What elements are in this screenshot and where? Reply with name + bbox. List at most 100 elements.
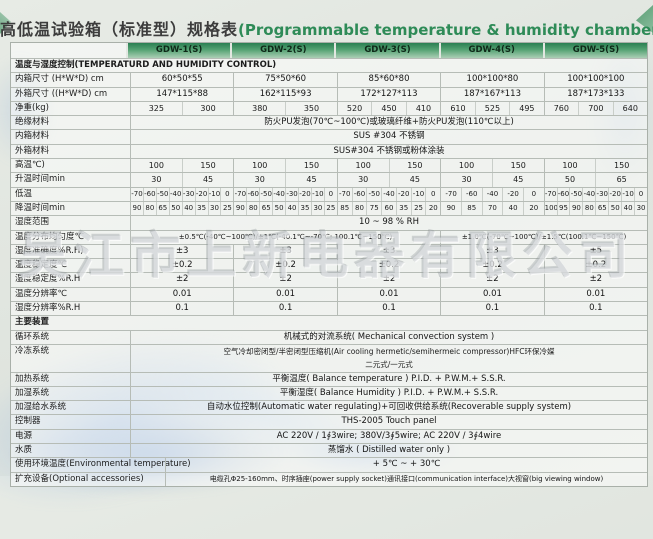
- table-row: 湿度范围 10 ~ 98 % RH: [11, 215, 647, 230]
- sub-cell-value: 700: [578, 101, 612, 116]
- sub-cell-value: 65: [595, 173, 647, 187]
- cell-value: 85*60*80: [336, 73, 440, 87]
- row-label: 绝缘材料: [15, 117, 50, 128]
- cell-group: -70 -60 -50 -40 -30 -20 -10 0: [233, 187, 336, 201]
- table-row: 控制器 THS-2005 Touch panel: [11, 414, 647, 429]
- row-label: 加热系统: [15, 373, 50, 384]
- column-header: GDW-5(S): [542, 43, 648, 58]
- sub-cell-value: 0: [220, 187, 233, 201]
- row-label: 加湿给水系统: [15, 402, 67, 413]
- sub-cell-value: 90: [569, 201, 582, 216]
- sub-cell-value: 325: [148, 103, 164, 113]
- sub-cell-value: 85: [460, 201, 482, 216]
- sub-cell-value: 45: [491, 173, 544, 187]
- sub-cell-value: -30: [181, 187, 195, 201]
- sub-cell-value: 75: [366, 201, 381, 216]
- cell-value: ±3: [233, 244, 336, 259]
- sub-cell-value: -30: [595, 187, 608, 201]
- cell-group: -70 -60 -50 -40 -30 -20 -10 0: [543, 187, 647, 201]
- sub-cell-value: 35: [298, 201, 311, 216]
- sub-cell-value: 30: [254, 175, 265, 185]
- sub-cell-value: 150: [491, 159, 544, 173]
- table-row: 内箱尺寸 (H*W*D) cm 60*50*55 75*50*60 85*60*80 1…: [11, 72, 647, 87]
- sub-cell-value: -50: [155, 187, 169, 201]
- sub-cell-value: -70: [445, 189, 457, 198]
- sub-cell-value: 25: [220, 201, 233, 216]
- sub-cell-value: 640: [612, 101, 647, 116]
- sub-cell-value: 65: [259, 201, 272, 216]
- sub-cell-value: 80: [582, 201, 595, 216]
- sub-cell-value: -70: [338, 189, 351, 198]
- sub-cell-value: -70: [131, 189, 143, 198]
- sub-cell-value: -60: [556, 187, 570, 201]
- cell-group: 30 45: [440, 173, 544, 187]
- sub-cell-value: -60: [142, 187, 156, 201]
- column-header: GDW-2(S): [230, 43, 335, 58]
- table-row: 水质 蒸馏水 ( Distilled water only ): [11, 443, 647, 458]
- sub-cell-value: -10: [207, 187, 221, 201]
- sub-cell-value: 0: [522, 187, 544, 201]
- sub-cell-value: 30: [461, 175, 472, 185]
- sub-cell-value: -50: [569, 187, 582, 201]
- row-value: THS-2005 Touch panel: [130, 415, 647, 429]
- sub-cell-value: -60: [460, 187, 482, 201]
- sub-cell-value: 150: [181, 159, 234, 173]
- row-value: 自动水位控制(Automatic water regulating)+可回收供给…: [130, 401, 647, 415]
- sub-cell-value: 100: [544, 203, 557, 212]
- row-label: 外箱尺寸 ((H*W*D) cm: [15, 88, 108, 99]
- cell-group: 100 150: [543, 159, 647, 173]
- sub-cell-value: -20: [194, 187, 208, 201]
- sub-cell-value: 30: [151, 175, 162, 185]
- sub-cell-value: 90: [132, 203, 142, 212]
- row-label: 温度分布均匀度℃: [15, 231, 85, 242]
- sub-cell-value: 30: [207, 201, 221, 216]
- table-row: 温度分布均匀度℃ ±0.5℃(-40℃~100℃)/±1℃(-40.1℃~-70℃…: [11, 229, 647, 244]
- table-row: 温度稳定度℃ ±0.2 ±0.2 ±0.2 ±0.2 ±0.2: [11, 258, 647, 273]
- row-label: 内箱尺寸 (H*W*D) cm: [15, 74, 104, 85]
- sub-cell-value: -50: [366, 187, 381, 201]
- table-row: 加湿系统 平衡湿度( Balance Humidity ) P.I.D. + P.…: [11, 385, 647, 401]
- cell-group: 100 150: [233, 159, 337, 173]
- sub-cell-value: -40: [481, 187, 503, 201]
- table-row: 湿度稳定度%R.H ±2 ±2 ±2 ±2 ±2: [11, 272, 647, 287]
- sub-cell-value: 70: [481, 201, 503, 216]
- table-header-row: GDW-1(S) GDW-2(S) GDW-3(S) GDW-4(S) GDW-5(S): [11, 43, 648, 58]
- sub-cell-value: -60: [246, 187, 259, 201]
- row-label: 外箱材料: [15, 145, 50, 156]
- cell-value: ±0.2: [440, 259, 543, 273]
- table-row: 低温 -70 -60 -50 -40 -30 -20 -10 0 -70 -60 -50 -40 -30-…: [11, 186, 647, 201]
- row-label: 循环系统: [15, 331, 50, 342]
- title-english: (Programmable temperature & humidity cha…: [238, 21, 653, 39]
- row-value: 平衡温度( Balance temperature ) P.I.D. + P.W…: [130, 372, 647, 386]
- table-row: 湿度分辨率%R.H 0.1 0.1 0.1 0.1 0.1: [11, 301, 647, 316]
- sub-cell-value: 80: [142, 201, 156, 216]
- cell-group: 380 350: [233, 101, 336, 116]
- row-label: 湿度准确度%R.H): [15, 245, 84, 256]
- sub-cell-value: 380: [252, 103, 268, 113]
- span-value: ±1.0℃(-70℃~100℃)/±1.5℃(100.1℃~150℃): [440, 230, 647, 244]
- sub-cell-value: 150: [595, 159, 647, 173]
- cell-group: -70 -60 -50 -40 -20 -10 0: [336, 187, 440, 201]
- cell-group: 30 45: [336, 173, 440, 187]
- cell-value: ±3: [440, 244, 543, 259]
- page-title: 高低温试验箱（标准型）规格表(Programmable temperature …: [0, 16, 653, 40]
- sub-cell-value: 35: [194, 201, 208, 216]
- sub-cell-value: 150: [285, 159, 337, 173]
- sub-cell-value: 410: [405, 101, 440, 116]
- cell-value: 60*50*55: [130, 73, 233, 87]
- table-row: 绝缘材料 防火PU发泡(70℃~100℃)或玻璃纤维+防火PU发泡(110℃以上): [11, 115, 647, 130]
- sub-cell-value: -20: [298, 187, 311, 201]
- cell-group: 90 80 65 50 40 35 30 25: [130, 201, 233, 216]
- sub-cell-value: 40: [621, 201, 634, 216]
- cell-value: 172*127*113: [336, 87, 440, 101]
- cell-value: ±0.2: [543, 259, 647, 273]
- sub-cell-value: -40: [381, 187, 396, 201]
- row-value: 平衡湿度( Balance Humidity ) P.I.D. + P.W.M.…: [130, 386, 647, 401]
- sub-cell-value: 100: [458, 161, 475, 171]
- table-row: 使用环境温度(Environmental temperature) + 5℃ ~ …: [11, 457, 647, 472]
- table-row: 扩充设备(Optional accessories) 电缆孔Φ25-160mm、时…: [11, 471, 647, 486]
- cell-value: 0.01: [130, 287, 233, 302]
- row-label: 湿度分辨率%R.H: [15, 303, 81, 314]
- sub-cell-value: -20: [395, 187, 411, 201]
- cell-value: 0.1: [233, 302, 336, 316]
